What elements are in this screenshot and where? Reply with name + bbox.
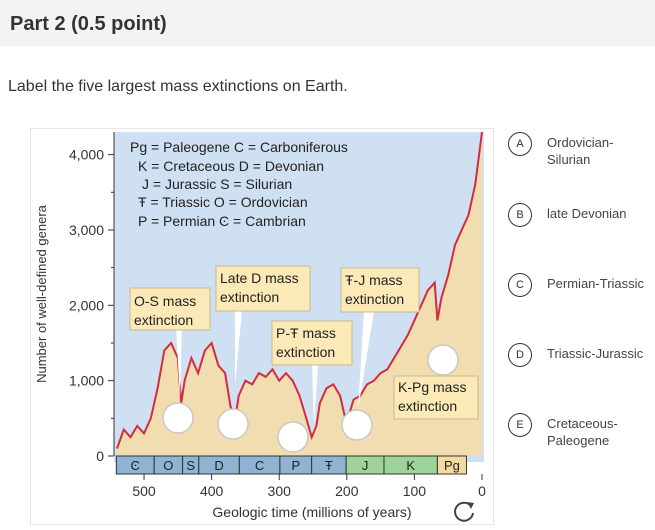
question-title: Part 2 (0.5 point): [10, 13, 167, 35]
os-callout-line-2: extinction: [134, 312, 193, 328]
period-label: Pg: [444, 458, 460, 473]
question-header: Part 2 (0.5 point): [0, 0, 655, 46]
legend: Pg = Paleogene C = Carboniferous K = Cre…: [130, 139, 348, 229]
x-tick-label: 100: [403, 483, 427, 499]
ptr-callout: [271, 320, 353, 366]
x-tick-label: 500: [132, 483, 156, 499]
y-tick-label: 4,000: [69, 147, 104, 163]
x-tick-group: 500 400 300 200 100 0: [132, 474, 486, 499]
late-d-pointer: [235, 310, 242, 386]
y-tick-label: 2,000: [69, 297, 104, 313]
option-e-badge[interactable]: E: [508, 413, 532, 437]
period-label: C: [255, 458, 264, 473]
question-prompt: Label the five largest mass extinctions …: [8, 78, 348, 95]
drop-zone-kpg[interactable]: [427, 344, 459, 376]
drop-zone-ptr[interactable]: [277, 421, 309, 453]
trj-pointer: [358, 311, 374, 410]
legend-line-4: Ŧ = Triassic O = Ordovician: [138, 194, 308, 210]
x-axis-label: Geologic time (millions of years): [212, 504, 411, 520]
option-d-label: Triassic-Jurassic: [547, 346, 644, 361]
extinction-figure: 4,000 3,000 2,000 1,000 0 Number of well-def…: [29, 127, 495, 526]
option-a-badge[interactable]: A: [508, 132, 532, 156]
option-d-badge[interactable]: D: [508, 343, 532, 367]
extinction-chart: 4,000 3,000 2,000 1,000 0 Number of well-def…: [29, 127, 495, 526]
trj-callout-line-2: extinction: [345, 291, 404, 307]
option-b-badge[interactable]: B: [508, 203, 532, 227]
late-d-callout-line-2: extinction: [220, 289, 279, 305]
period-label: J: [362, 458, 369, 473]
drop-zone-trj[interactable]: [341, 409, 373, 441]
y-tick-group: 4,000 3,000 2,000 1,000 0: [69, 147, 114, 464]
os-callout: [129, 287, 211, 331]
period-cell: [436, 455, 467, 475]
x-tick-label: 400: [200, 483, 224, 499]
option-b-label: late Devonian: [547, 206, 627, 221]
legend-line-5: P = Permian Ͼ = Cambrian: [138, 213, 306, 229]
option-e-label: Cretaceous-Paleogene: [547, 416, 618, 448]
reset-icon[interactable]: [451, 498, 477, 524]
os-callout-line-1: O-S mass: [134, 293, 196, 309]
genera-line: [116, 131, 483, 449]
period-label: Ŧ: [325, 458, 333, 473]
period-label: K: [406, 458, 415, 473]
kpg-callout-line-2: extinction: [398, 398, 457, 414]
legend-line-3: J = Jurassic S = Silurian: [142, 176, 292, 192]
period-bar: Ͼ O S D C P Ŧ J K Pg: [115, 455, 467, 475]
kpg-callout-line-1: K-Pg mass: [398, 379, 466, 395]
period-label: P: [291, 458, 300, 473]
period-label: O: [163, 458, 173, 473]
drop-zone-late-d[interactable]: [217, 408, 249, 440]
x-tick-label: 0: [478, 483, 486, 499]
late-d-callout-line-1: Late D mass: [220, 270, 299, 286]
legend-line-2: K = Cretaceous D = Devonian: [138, 158, 324, 174]
y-tick-label: 0: [96, 448, 104, 464]
y-axis-label: Number of well-defined genera: [34, 204, 49, 383]
period-label: D: [214, 458, 223, 473]
trj-callout: [340, 267, 420, 313]
y-tick-label: 3,000: [69, 222, 104, 238]
option-c-label: Permian-Triassic: [547, 276, 645, 291]
x-tick-label: 300: [268, 483, 292, 499]
kpg-callout: [393, 375, 479, 420]
y-tick-label: 1,000: [69, 373, 104, 389]
ptr-pointer: [312, 365, 318, 426]
drop-zone-os[interactable]: [162, 402, 194, 434]
ptr-callout-line-2: extinction: [276, 344, 335, 360]
period-label: S: [186, 458, 195, 473]
option-c-badge[interactable]: C: [508, 273, 532, 297]
period-label: Ͼ: [131, 458, 140, 473]
ptr-callout-line-1: P-Ŧ mass: [276, 325, 336, 341]
option-a-label: Ordovician-Silurian: [547, 135, 614, 167]
legend-line-1: Pg = Paleogene C = Carboniferous: [130, 139, 348, 155]
genera-area: [117, 132, 482, 456]
os-pointer: [176, 328, 182, 398]
late-d-callout: [215, 265, 311, 312]
x-tick-label: 200: [335, 483, 359, 499]
trj-callout-line-1: Ŧ-J mass: [345, 272, 403, 288]
